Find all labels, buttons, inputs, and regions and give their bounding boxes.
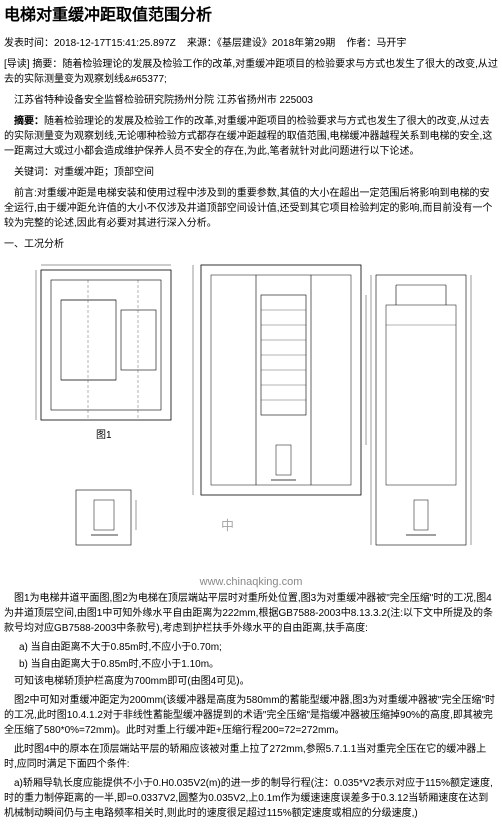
engineering-diagram: 图1	[21, 260, 481, 570]
sub-b: b) 当自由距离大于0.85m时,不应小于1.10m。	[19, 657, 498, 672]
meta-line: 发表时间：2018-12-17T15:41:25.897Z 来源：《基层建设》2…	[4, 36, 498, 51]
foreword-label: 前言:	[14, 188, 37, 199]
abstract-label: 摘要：	[14, 116, 44, 127]
abstract-block: 摘要：随着检验理论的发展及检验工作的改革,对重缓冲距项目的检验要求与方式也发生了…	[4, 114, 498, 159]
page-title: 电梯对重缓冲距取值范围分析	[4, 4, 498, 28]
watermark-cn: 中	[221, 518, 234, 533]
source-label: 来源：	[187, 38, 217, 49]
para-5: a)轿厢导轨长度应能提供不小于0.H0.035V2(m)的进一步的制导行程(注：…	[4, 776, 498, 821]
keywords-text: 对重缓冲距；顶部空间	[54, 167, 154, 178]
pubtime-label: 发表时间：	[4, 38, 54, 49]
foreword-block: 前言:对重缓冲距是电梯安装和使用过程中涉及到的重要参数,其值的大小在超出一定范围…	[4, 186, 498, 231]
abstract-text: 随着检验理论的发展及检验工作的改革,对重缓冲距项目的检验要求与方式也发生了很大的…	[4, 116, 492, 157]
keywords-block: 关键词：对重缓冲距；顶部空间	[4, 165, 498, 180]
affiliation: 江苏省特种设备安全监督检验研究院扬州分院 江苏省扬州市 225003	[4, 93, 498, 108]
fig1-label: 图1	[96, 429, 112, 441]
figure-block: 图1	[4, 260, 498, 570]
watermark-url: www.chinaqking.com	[4, 574, 498, 591]
para-2: 可知该电梯轿顶护栏高度为700mm即可(由图4可见)。	[4, 674, 498, 689]
sub-a: a) 当自由距离不大于0.85m时,不应小于0.70m;	[19, 640, 498, 655]
lead-text: [导读] 摘要：随着检验理论的发展及检验工作的改革,对重缓冲距项目的检验要求与方…	[4, 57, 498, 87]
author-value: 马开宇	[376, 38, 406, 49]
foreword-text: 对重缓冲距是电梯安装和使用过程中涉及到的重要参数,其值的大小在超出一定范围后将影…	[4, 188, 492, 229]
para-4: 此时图4中的原本在顶层端站平层的轿厢应该被对重上拉了272mm,参照5.7.1.…	[4, 742, 498, 772]
para-1: 图1为电梯井道平面图,图2为电梯在顶层端站平层时对重所处位置,图3为对重缓冲器被…	[4, 591, 498, 636]
para-3: 图2中可知对重缓冲距定为200mm(该缓冲器是高度为580mm的蓄能型缓冲器,图…	[4, 693, 498, 738]
keywords-label: 关键词：	[14, 167, 54, 178]
section1-title: 一、工况分析	[4, 237, 498, 252]
author-label: 作者：	[346, 38, 376, 49]
pubtime-value: 2018-12-17T15:41:25.897Z	[54, 38, 176, 49]
source-value: 《基层建设》2018年第29期	[217, 38, 335, 49]
